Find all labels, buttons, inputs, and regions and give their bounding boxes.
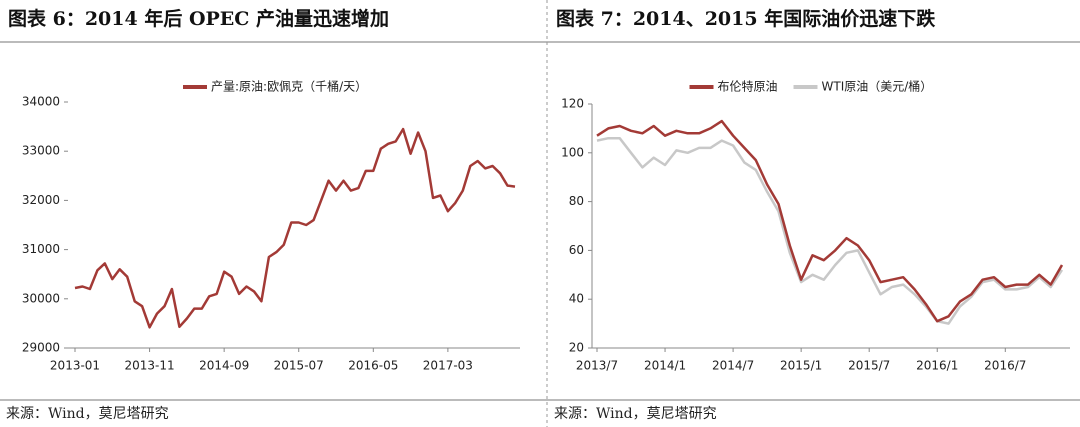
x-tick-label: 2014/7: [712, 359, 754, 373]
x-tick-label: 2013-11: [125, 359, 175, 373]
x-tick-label: 2015/1: [780, 359, 822, 373]
x-tick-label: 2014-09: [199, 359, 249, 373]
chart-title: 图表 7：2014、2015 年国际油价迅速下跌: [556, 7, 936, 30]
source-note: 来源：Wind，莫尼塔研究: [554, 406, 717, 422]
y-tick-label: 32000: [22, 193, 60, 207]
x-tick-label: 2016-05: [348, 359, 398, 373]
data-line: [596, 136, 1064, 325]
chart-title: 图表 6：2014 年后 OPEC 产油量迅速增加: [8, 7, 389, 30]
x-tick-label: 2017-03: [423, 359, 473, 373]
y-tick-label: 34000: [22, 95, 60, 109]
y-tick-label: 100: [561, 145, 584, 159]
legend-label: 产量:原油:欧佩克（千桶/天）: [211, 79, 367, 94]
y-tick-label: 20: [569, 341, 584, 355]
data-line: [596, 119, 1064, 323]
y-tick-label: 33000: [22, 144, 60, 158]
legend-label: 布伦特原油: [718, 79, 778, 94]
legend-label: WTI原油（美元/桶）: [822, 79, 933, 94]
source-note: 来源：Wind，莫尼塔研究: [6, 406, 169, 422]
x-tick-label: 2015-07: [274, 359, 324, 373]
y-tick-label: 29000: [22, 341, 60, 355]
x-tick-label: 2015/7: [848, 359, 890, 373]
y-tick-label: 120: [561, 97, 584, 111]
x-tick-label: 2013/7: [576, 359, 618, 373]
y-tick-label: 31000: [22, 242, 60, 256]
y-tick-label: 60: [569, 243, 584, 257]
y-tick-label: 30000: [22, 291, 60, 305]
x-tick-label: 2014/1: [644, 359, 686, 373]
x-tick-label: 2016/1: [916, 359, 958, 373]
x-tick-label: 2016/7: [984, 359, 1026, 373]
y-tick-label: 40: [569, 292, 584, 306]
y-tick-label: 80: [569, 194, 584, 208]
x-tick-label: 2013-01: [50, 359, 100, 373]
data-line: [74, 127, 516, 329]
